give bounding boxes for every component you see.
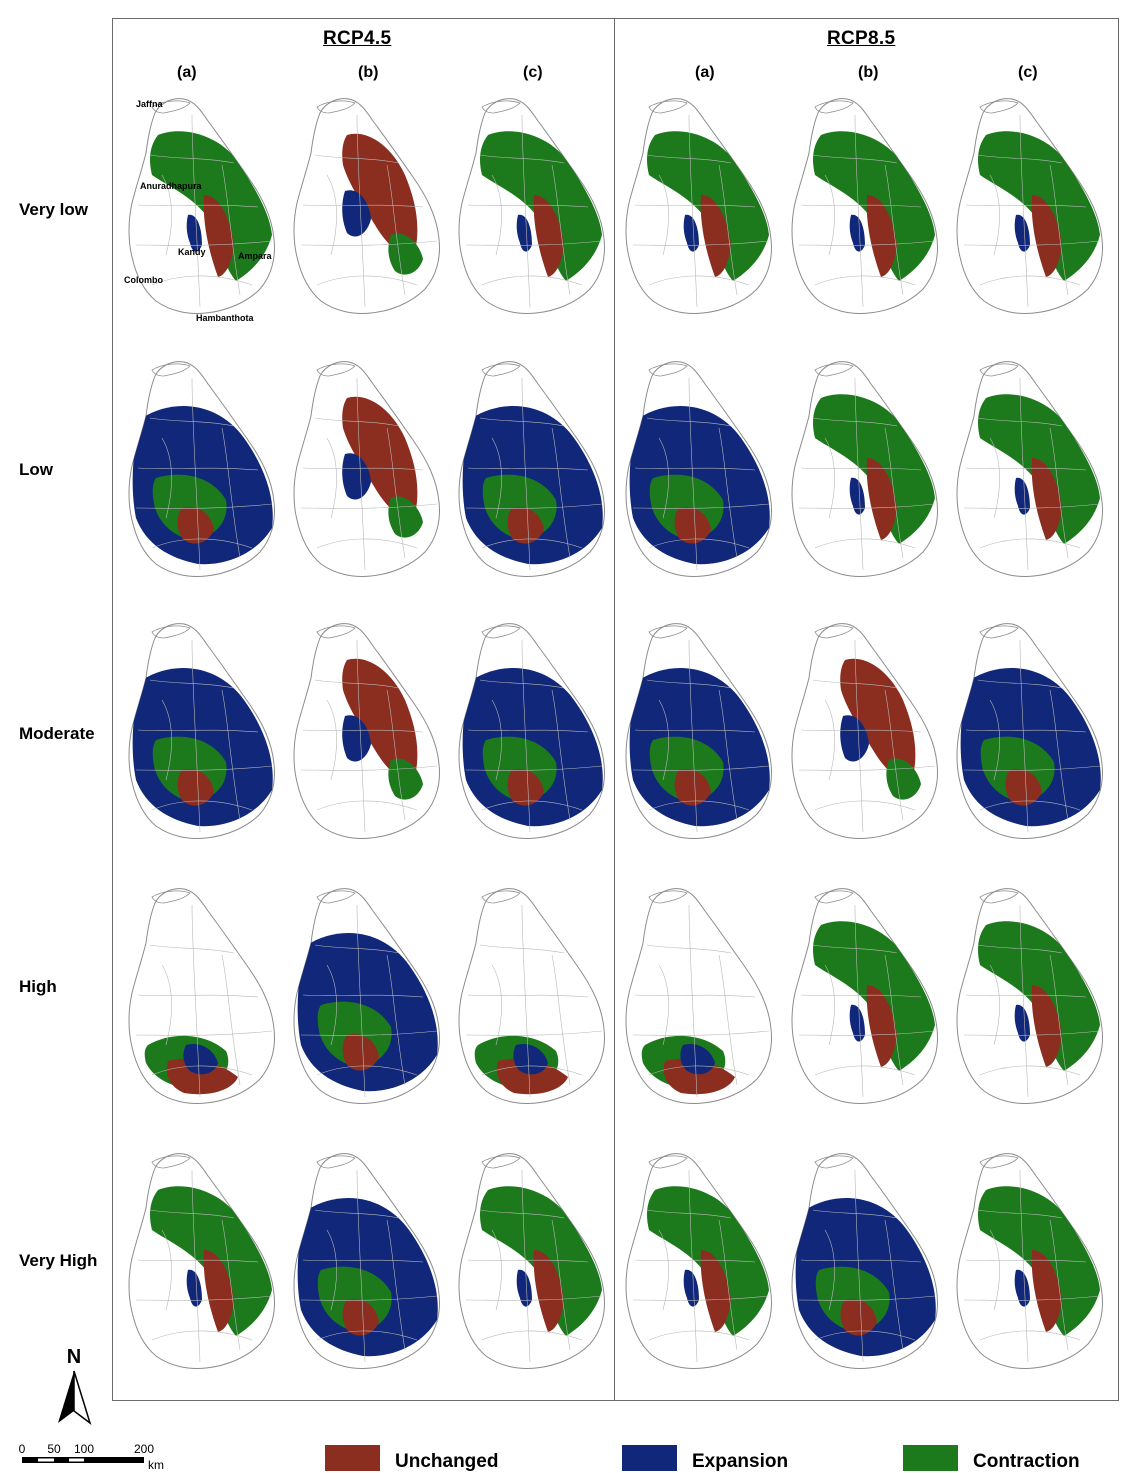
map-panel-r5-c5 bbox=[792, 1154, 937, 1369]
map-panel-r2-c1 bbox=[129, 362, 274, 577]
map-panel-r1-c6 bbox=[957, 99, 1102, 314]
place-label-hambanthota: Hambanthota bbox=[196, 313, 254, 323]
map-panel-r2-c4 bbox=[626, 362, 771, 577]
map-panel-r5-c6 bbox=[957, 1154, 1102, 1369]
map-panel-r4-c1 bbox=[129, 889, 274, 1104]
place-label-anuradhapura: Anuradhapura bbox=[140, 181, 203, 191]
map-panel-r1-c3 bbox=[459, 99, 604, 314]
map-panel-r3-c1 bbox=[129, 624, 274, 839]
map-panel-r5-c3 bbox=[459, 1154, 604, 1369]
map-panel-r4-c4 bbox=[626, 889, 771, 1104]
map-panel-r3-c3 bbox=[459, 624, 604, 839]
map-panel-r4-c2 bbox=[294, 889, 439, 1104]
map-panel-r1-c2 bbox=[294, 99, 439, 314]
map-panel-r1-c1: Jaffna Anuradhapura Kandy Ampara Colombo Hamb… bbox=[124, 99, 274, 323]
scale-tick-0: 0 bbox=[19, 1442, 26, 1456]
map-panel-r5-c4 bbox=[626, 1154, 771, 1369]
map-panel-r5-c2 bbox=[294, 1154, 439, 1369]
map-panel-r2-c3 bbox=[459, 362, 604, 577]
place-label-kandy: Kandy bbox=[178, 247, 206, 257]
legend-swatch-unchanged bbox=[325, 1445, 380, 1471]
map-panel-r1-c5 bbox=[792, 99, 937, 314]
scale-unit: km bbox=[148, 1458, 164, 1470]
north-arrow-icon: N bbox=[52, 1345, 96, 1429]
map-panel-r1-c4 bbox=[626, 99, 771, 314]
map-panel-r3-c2 bbox=[294, 624, 439, 839]
scale-tick-50: 50 bbox=[47, 1442, 61, 1456]
map-panel-r2-c5 bbox=[792, 362, 937, 577]
map-panel-r5-c1 bbox=[129, 1154, 274, 1369]
map-panel-r3-c4 bbox=[626, 624, 771, 839]
scale-bar: 0 50 100 200 km bbox=[14, 1440, 184, 1470]
scale-tick-200: 200 bbox=[134, 1442, 154, 1456]
place-label-jaffna: Jaffna bbox=[136, 99, 164, 109]
map-panel-r4-c5 bbox=[792, 889, 937, 1104]
place-label-colombo: Colombo bbox=[124, 275, 163, 285]
map-panel-r2-c2 bbox=[294, 362, 439, 577]
north-label: N bbox=[67, 1346, 81, 1368]
map-panel-r3-c6 bbox=[957, 624, 1102, 839]
map-panel-r2-c6 bbox=[957, 362, 1102, 577]
legend-swatch-contraction bbox=[903, 1445, 958, 1471]
legend-swatch-expansion bbox=[622, 1445, 677, 1471]
place-label-ampara: Ampara bbox=[238, 251, 273, 261]
map-panel-r4-c3 bbox=[459, 889, 604, 1104]
map-panel-r4-c6 bbox=[957, 889, 1102, 1104]
scale-tick-100: 100 bbox=[74, 1442, 94, 1456]
map-panel-r3-c5 bbox=[792, 624, 937, 839]
